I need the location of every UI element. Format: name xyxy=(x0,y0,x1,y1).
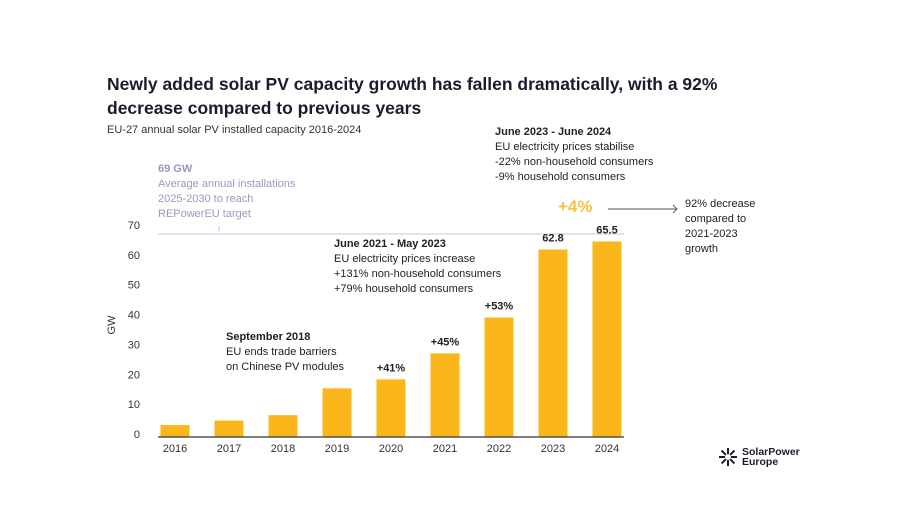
x-tick-label: 2020 xyxy=(379,443,403,455)
bar-2018 xyxy=(268,415,298,437)
x-tick-label: 2019 xyxy=(325,443,349,455)
logo-text: Europe xyxy=(742,456,779,468)
decrease-note: 92% decrease compared to 2021-2023 growt… xyxy=(685,197,755,257)
y-axis-label: GW xyxy=(106,315,118,335)
annotation-line: +131% non-household consumers xyxy=(334,268,502,280)
bar-data-label: 62.8 xyxy=(542,232,563,244)
x-tick-label: 2018 xyxy=(271,443,295,455)
y-tick-label: 50 xyxy=(128,280,140,292)
bar-data-label: +53% xyxy=(485,301,514,313)
bar-2023 xyxy=(538,249,568,437)
note-line: compared to xyxy=(685,213,747,225)
chart-subtitle: EU-27 annual solar PV installed capacity… xyxy=(107,124,362,136)
y-tick-label: 30 xyxy=(128,339,140,351)
y-tick-label: 40 xyxy=(128,310,140,322)
y-tick-label: 70 xyxy=(128,220,140,232)
solarpower-europe-logo: SolarPower Europe xyxy=(718,447,800,467)
y-tick-label: 20 xyxy=(128,369,140,381)
annotation-heading: September 2018 xyxy=(226,331,311,343)
x-tick-label: 2017 xyxy=(217,443,241,455)
target-line: REPowerEU target xyxy=(158,208,251,220)
annotation-line: +79% household consumers xyxy=(334,283,474,295)
x-tick-label: 2022 xyxy=(487,443,511,455)
annotation-heading: June 2021 - May 2023 xyxy=(334,238,446,250)
target-value: 69 GW xyxy=(158,163,193,175)
x-tick-label: 2024 xyxy=(595,443,619,455)
bar-2024 xyxy=(592,241,622,437)
annotation-line: EU electricity prices stabilise xyxy=(495,141,635,153)
x-tick-label: 2021 xyxy=(433,443,457,455)
bar-2017 xyxy=(214,420,244,437)
bar-2019 xyxy=(322,388,352,437)
target-line: Average annual installations xyxy=(158,178,296,190)
x-tick-label: 2023 xyxy=(541,443,565,455)
annotation-2021-2023: June 2021 - May 2023 EU electricity pric… xyxy=(334,237,501,297)
bar-data-label: +41% xyxy=(377,362,406,374)
growth-highlight: +4% xyxy=(558,197,593,216)
logo-text: SolarPower xyxy=(742,446,800,458)
y-tick-label: 10 xyxy=(128,399,140,411)
sun-logo-icon xyxy=(719,448,737,466)
annotation-line: EU ends trade barriers xyxy=(226,346,337,358)
note-line: growth xyxy=(685,243,719,255)
annotation-line: -9% household consumers xyxy=(495,171,626,183)
chart-title: Newly added solar PV capacity growth has… xyxy=(107,74,718,118)
annotation-line: -22% non-household consumers xyxy=(495,156,654,168)
bar-data-label: 65.5 xyxy=(596,224,617,236)
annotation-line: on Chinese PV modules xyxy=(226,361,345,373)
bar-2016 xyxy=(160,425,190,437)
annotation-line: EU electricity prices increase xyxy=(334,253,476,265)
bar-data-label: +45% xyxy=(431,336,460,348)
annotation-heading: June 2023 - June 2024 xyxy=(495,126,612,138)
arrow-icon xyxy=(608,204,678,214)
bar-2022 xyxy=(484,317,514,437)
note-line: 2021-2023 xyxy=(685,228,738,240)
x-tick-label: 2016 xyxy=(163,443,187,455)
y-tick-label: 0 xyxy=(134,429,140,441)
bar-2020 xyxy=(376,379,406,437)
annotation-2023-2024: June 2023 - June 2024 EU electricity pri… xyxy=(495,125,653,185)
target-line: 2025-2030 to reach xyxy=(158,193,254,205)
target-annotation: 69 GW Average annual installations 2025-… xyxy=(158,162,295,222)
y-tick-label: 60 xyxy=(128,250,140,262)
note-line: 92% decrease xyxy=(685,198,756,210)
annotation-2018: September 2018 EU ends trade barriers on… xyxy=(226,330,344,375)
bar-2021 xyxy=(430,353,460,437)
